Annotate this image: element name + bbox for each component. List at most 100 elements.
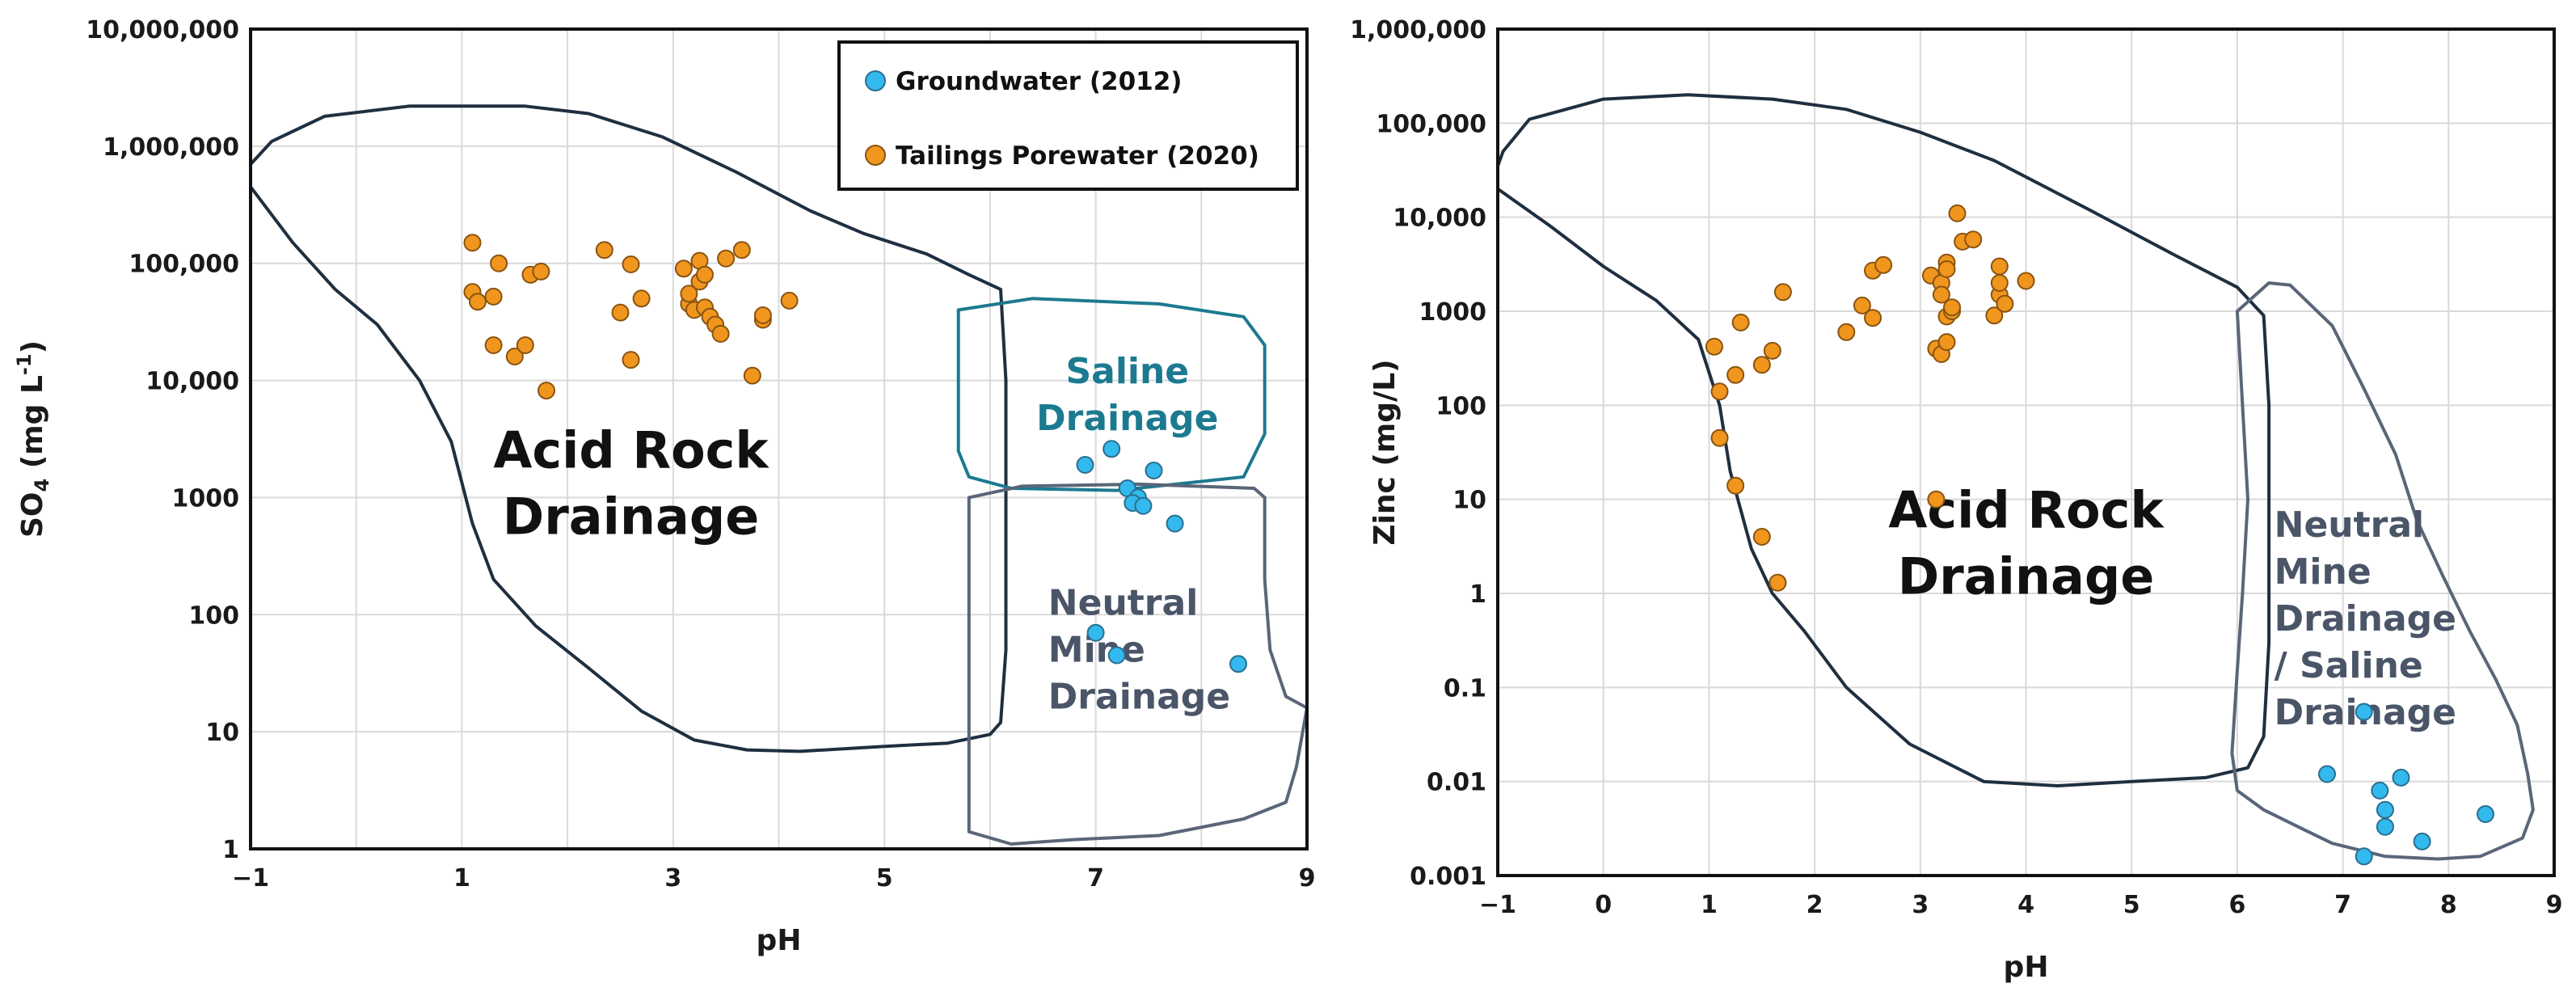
groundwater-point xyxy=(2413,832,2431,850)
tailings-point xyxy=(532,262,550,281)
legend-box xyxy=(837,40,1299,191)
tailings-point xyxy=(1705,337,1723,356)
tailings-point xyxy=(484,336,503,354)
tailings-point xyxy=(622,255,640,273)
tailings-point xyxy=(753,306,772,324)
tailings-point xyxy=(732,241,751,260)
x-tick-label: 6 xyxy=(2228,891,2245,919)
ard-region-label-line: Drainage xyxy=(503,487,760,546)
x-axis-label: pH xyxy=(757,924,802,957)
y-tick-label: 10,000,000 xyxy=(86,16,239,44)
x-tick-label: 0 xyxy=(1595,891,1612,919)
tailings-point xyxy=(1943,298,1961,317)
y-tick-label: 10 xyxy=(1452,487,1486,515)
groundwater-point xyxy=(1102,440,1121,458)
data-points xyxy=(1705,204,2494,866)
y-tick-label: 100 xyxy=(1436,392,1486,420)
y-tick-label: 10,000 xyxy=(1393,205,1486,233)
tailings-point xyxy=(1726,476,1745,495)
tailings-point xyxy=(516,336,534,354)
x-tick-label: 7 xyxy=(2334,891,2351,919)
neutral-mine-drainage-outline xyxy=(2230,281,2535,861)
neutral-region-label-line: / Saline xyxy=(2275,645,2423,686)
saline-region-label-line: Saline xyxy=(1065,351,1189,392)
ard-region-label: Acid Rock Drainage xyxy=(493,420,769,546)
tailings-point xyxy=(1927,490,1946,509)
tailings-point xyxy=(780,291,799,310)
tailings-point xyxy=(595,241,613,260)
ard-region-label-line: Drainage xyxy=(1898,547,2155,606)
plot-frame xyxy=(249,27,1309,850)
tailings-point xyxy=(1937,333,1956,352)
y-axis-label-sup: -1 xyxy=(13,353,36,375)
legend-tailings-marker xyxy=(865,145,886,166)
groundwater-point xyxy=(1229,655,1247,673)
y-tick-label: 0.1 xyxy=(1444,674,1486,703)
neutral-region-label-line: Neutral xyxy=(2275,504,2425,546)
x-tick-label: 1 xyxy=(453,864,470,893)
groundwater-point xyxy=(1086,623,1105,642)
groundwater-point xyxy=(2318,765,2336,783)
tailings-point xyxy=(1990,257,2009,276)
y-axis-label-close: ) xyxy=(16,340,49,353)
acid-rock-drainage-outline xyxy=(249,104,1008,753)
ard-region-label-line: Acid Rock xyxy=(493,420,769,479)
groundwater-point xyxy=(1076,456,1094,474)
tailings-point xyxy=(1964,230,1983,249)
tailings-point xyxy=(680,285,698,303)
y-tick-label: 1000 xyxy=(172,484,240,513)
tailings-point xyxy=(1948,204,1967,222)
x-tick-label: 3 xyxy=(664,864,681,893)
saline-region-label: Saline Drainage xyxy=(1036,351,1218,439)
groundwater-point xyxy=(2371,781,2389,800)
neutral-region-label-line: Drainage xyxy=(2275,598,2456,639)
x-tick-label: 7 xyxy=(1087,864,1104,893)
y-axis-label-sub: 4 xyxy=(31,479,53,492)
y-tick-label: 100,000 xyxy=(1376,110,1486,138)
x-tick-label: 5 xyxy=(876,864,893,893)
y-tick-label: 10,000 xyxy=(145,368,239,396)
groundwater-point xyxy=(1145,462,1163,479)
tailings-point xyxy=(743,366,761,385)
tailings-point xyxy=(1769,573,1787,592)
y-tick-label: 1 xyxy=(222,836,239,864)
tailings-point xyxy=(717,249,736,268)
y-tick-label: 0.01 xyxy=(1427,769,1486,797)
groundwater-point xyxy=(2392,768,2410,787)
x-tick-label: −1 xyxy=(232,864,269,893)
y-axis-label: SO4 (mg L-1) xyxy=(13,340,53,538)
tailings-point xyxy=(1996,294,2014,313)
y-tick-label: 1000 xyxy=(1419,298,1487,327)
tailings-point xyxy=(1853,296,1871,314)
legend-groundwater-marker xyxy=(865,70,886,91)
y-tick-labels: 0.001 0.01 0.1 1 10 100 1000 10,000 100,000 1,000… xyxy=(1350,16,1486,891)
groundwater-point xyxy=(2376,817,2394,836)
tailings-point xyxy=(1726,365,1745,384)
tailings-point xyxy=(2017,272,2035,290)
saline-drainage-outline xyxy=(956,297,1267,492)
tailings-point xyxy=(1752,528,1771,546)
tailings-point xyxy=(1937,260,1956,278)
saline-region-label-line: Drainage xyxy=(1036,398,1218,439)
groundwater-point xyxy=(2376,800,2394,819)
tailings-point xyxy=(632,289,651,308)
x-tick-label: 9 xyxy=(2546,891,2563,919)
x-tick-label: 8 xyxy=(2440,891,2457,919)
tailings-point xyxy=(1932,285,1950,304)
y-tick-label: 1 xyxy=(1469,580,1486,609)
x-tick-labels: −1 0 1 2 3 4 5 6 7 8 9 xyxy=(1479,891,2562,919)
tailings-point xyxy=(538,382,555,400)
y-tick-label: 1,000,000 xyxy=(103,133,239,162)
groundwater-point xyxy=(2355,703,2373,721)
tailings-point xyxy=(622,351,640,369)
y-tick-label: 100,000 xyxy=(129,251,239,279)
groundwater-point xyxy=(1166,514,1184,533)
ard-region-label-line: Acid Rock xyxy=(1888,481,2165,540)
neutral-mine-drainage-outline xyxy=(967,482,1309,846)
x-tick-label: 4 xyxy=(2017,891,2034,919)
region-outlines xyxy=(249,104,1309,846)
plot-frame xyxy=(1496,27,2556,877)
tailings-point xyxy=(1773,283,1792,302)
ard-region-label: Acid Rock Drainage xyxy=(1888,481,2165,606)
